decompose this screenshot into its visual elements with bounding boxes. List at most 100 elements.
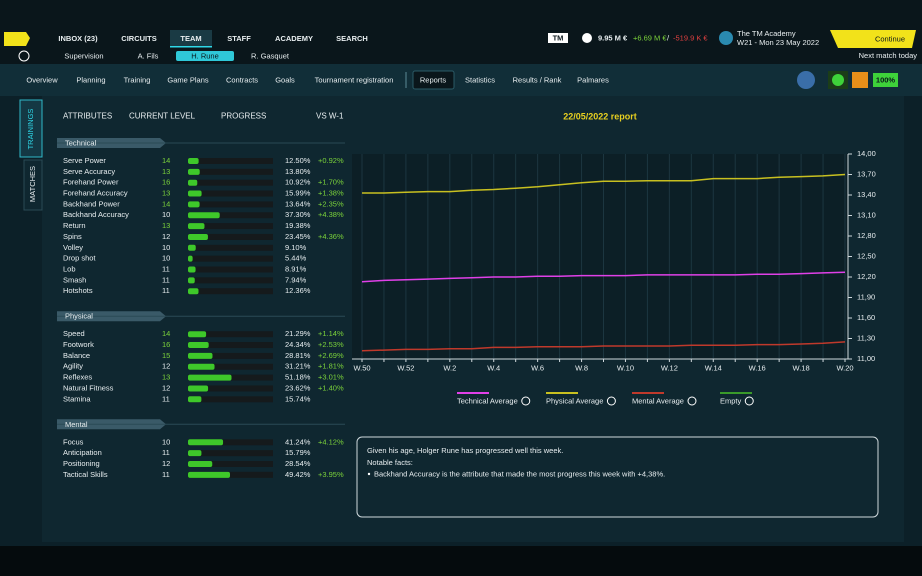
player-tab[interactable]: H. Rune [191, 51, 219, 60]
matches-tab-bg[interactable] [23, 159, 43, 211]
back-button[interactable] [4, 32, 30, 46]
legend-toggle[interactable] [687, 396, 697, 406]
progress-track [188, 385, 273, 392]
weekly-change: +2.53% [318, 340, 344, 349]
progress-bar [188, 450, 202, 457]
side-tab[interactable]: MATCHES [28, 166, 37, 202]
attribute-name: Return [63, 221, 86, 230]
weekly-change: +0.92% [318, 156, 344, 165]
x-tick-label: W.18 [793, 363, 810, 372]
weekly-change: +3.01% [318, 373, 344, 382]
nav-item[interactable]: ACADEMY [275, 34, 313, 43]
legend-toggle[interactable] [521, 396, 531, 406]
attribute-level: 11 [162, 470, 170, 479]
attribute-name: Anticipation [63, 448, 102, 457]
y-tick-label: 12,20 [857, 272, 876, 281]
balance: 9.95 M € [598, 33, 628, 42]
weekly-change: +1.40% [318, 383, 344, 392]
progress-label: 15.99% [285, 189, 311, 198]
progress-label: 49.42% [285, 470, 311, 479]
progress-track [188, 244, 273, 251]
tab[interactable]: Palmares [577, 75, 609, 84]
tab[interactable]: Game Plans [167, 75, 209, 84]
nav-item[interactable]: SEARCH [336, 34, 368, 43]
y-tick-label: 13,70 [857, 169, 876, 178]
status-box [873, 73, 898, 87]
summary-fact: Backhand Accuracy is the attribute that … [374, 469, 665, 478]
attribute-name: Footwork [63, 340, 94, 349]
weekly-change: +1.70% [318, 178, 344, 187]
income: +6.69 M € [633, 33, 667, 42]
x-tick-label: W.12 [661, 363, 678, 372]
attribute-level: 10 [162, 243, 170, 252]
nav-item[interactable]: TEAM [180, 34, 201, 43]
progress-bar [188, 396, 202, 403]
legend-label[interactable]: Empty [720, 396, 742, 405]
attribute-name: Backhand Power [63, 199, 120, 208]
progress-label: 15.74% [285, 394, 311, 403]
tab[interactable]: Planning [76, 75, 105, 84]
tab[interactable]: Tournament registration [315, 75, 394, 84]
progress-bar [188, 179, 198, 186]
active-tab [412, 70, 455, 90]
tab[interactable]: Contracts [226, 75, 258, 84]
attribute-level: 11 [162, 448, 170, 457]
attribute-level: 11 [162, 264, 170, 273]
help-icon[interactable] [18, 50, 30, 62]
side-tab[interactable]: TRAININGS [26, 109, 35, 150]
progress-track [188, 450, 273, 457]
player-tab[interactable]: A. Fils [138, 51, 159, 60]
progress-track [188, 223, 273, 230]
tab[interactable]: Training [124, 75, 151, 84]
progress-bar [188, 342, 209, 349]
continue-button[interactable] [830, 30, 916, 48]
legend-label[interactable]: Technical Average [457, 396, 518, 405]
tab[interactable]: Results / Rank [513, 75, 562, 84]
progress-track [188, 396, 273, 403]
progress-bar [188, 363, 215, 370]
nav-item[interactable]: CIRCUITS [121, 34, 156, 43]
attribute-name: Focus [63, 437, 84, 446]
attribute-level: 16 [162, 178, 170, 187]
tab[interactable]: Statistics [465, 75, 495, 84]
tab[interactable]: Overview [26, 75, 58, 84]
trainings-tab-bg[interactable] [19, 99, 43, 158]
top-bar [0, 0, 922, 64]
y-tick-label: 12,80 [857, 231, 876, 240]
attribute-name: Spins [63, 232, 82, 241]
progress-bar [188, 255, 193, 262]
attribute-level: 11 [162, 286, 170, 295]
series-line [361, 341, 846, 352]
progress-bar [188, 277, 195, 284]
progress-bar [188, 190, 202, 197]
continue-label[interactable]: Continue [875, 34, 905, 43]
progress-label: 51.18% [285, 373, 311, 382]
progress-label: 41.24% [285, 437, 311, 446]
attribute-level: 12 [162, 232, 170, 241]
x-tick-label: W.6 [531, 363, 544, 372]
legend-toggle[interactable] [606, 396, 616, 406]
series-line [362, 173, 846, 194]
attribute-name: Smash [63, 275, 86, 284]
attribute-level: 12 [162, 459, 170, 468]
x-tick-label: W.4 [487, 363, 500, 372]
player-tab[interactable]: R. Gasquet [251, 51, 290, 60]
player-tab[interactable]: Supervision [64, 51, 103, 60]
attribute-name: Agility [63, 362, 83, 371]
section-name: Physical [65, 312, 93, 321]
nav-item[interactable]: STAFF [227, 34, 251, 43]
attribute-level: 16 [162, 340, 170, 349]
tab[interactable]: Goals [275, 75, 295, 84]
trend-icon [852, 72, 868, 88]
progress-bar [188, 471, 231, 478]
progress-bar [188, 266, 196, 273]
nav-item[interactable]: INBOX (23) [58, 34, 98, 43]
legend-toggle[interactable] [744, 396, 754, 406]
academy-date: W21 - Mon 23 May 2022 [737, 38, 819, 47]
legend-label[interactable]: Physical Average [546, 396, 603, 405]
tab[interactable]: Reports [420, 75, 447, 84]
attribute-level: 10 [162, 210, 170, 219]
table-header: VS W-1 [316, 112, 344, 121]
legend-label[interactable]: Mental Average [632, 396, 684, 405]
